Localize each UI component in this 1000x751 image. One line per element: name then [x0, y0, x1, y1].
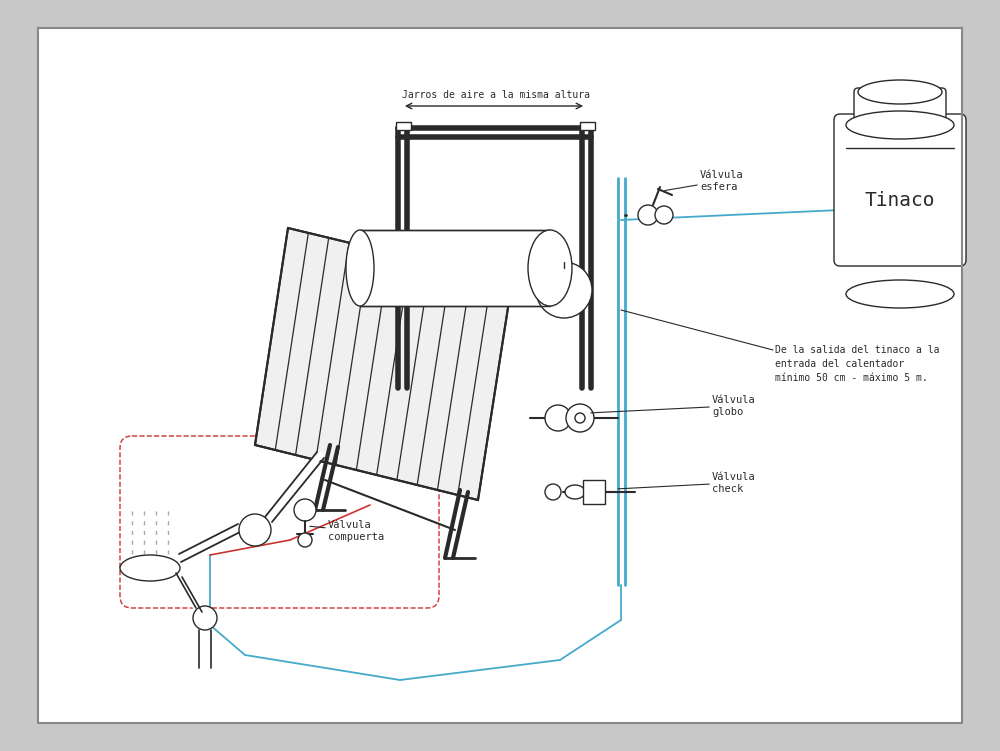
Polygon shape: [255, 228, 512, 500]
Circle shape: [575, 413, 585, 423]
Ellipse shape: [120, 555, 180, 581]
Ellipse shape: [346, 230, 374, 306]
Circle shape: [193, 606, 217, 630]
Circle shape: [294, 499, 316, 521]
Text: De la salida del tinaco a la
entrada del calentador
mínimo 50 cm - máximo 5 m.: De la salida del tinaco a la entrada del…: [775, 345, 940, 383]
Text: Tinaco: Tinaco: [865, 191, 935, 210]
Polygon shape: [360, 230, 550, 306]
Circle shape: [239, 514, 271, 546]
Ellipse shape: [858, 80, 942, 104]
Circle shape: [566, 404, 594, 432]
Ellipse shape: [565, 485, 585, 499]
Ellipse shape: [528, 230, 572, 306]
Text: Jarros de aire a la misma altura: Jarros de aire a la misma altura: [402, 90, 590, 100]
Bar: [396, 122, 411, 130]
Circle shape: [545, 405, 571, 431]
Circle shape: [298, 533, 312, 547]
Text: Válvula
check: Válvula check: [618, 472, 756, 493]
FancyBboxPatch shape: [38, 28, 962, 723]
Text: Válvula
esfera: Válvula esfera: [665, 170, 744, 192]
Bar: [580, 122, 595, 130]
Text: Válvula
globo: Válvula globo: [591, 395, 756, 417]
FancyBboxPatch shape: [854, 88, 946, 128]
Circle shape: [655, 206, 673, 224]
Text: Válvula
compuerta: Válvula compuerta: [310, 520, 384, 541]
FancyBboxPatch shape: [834, 114, 966, 266]
Ellipse shape: [846, 280, 954, 308]
Circle shape: [545, 484, 561, 500]
Bar: [583, 480, 605, 504]
Circle shape: [536, 262, 592, 318]
Circle shape: [638, 205, 658, 225]
Ellipse shape: [846, 111, 954, 139]
